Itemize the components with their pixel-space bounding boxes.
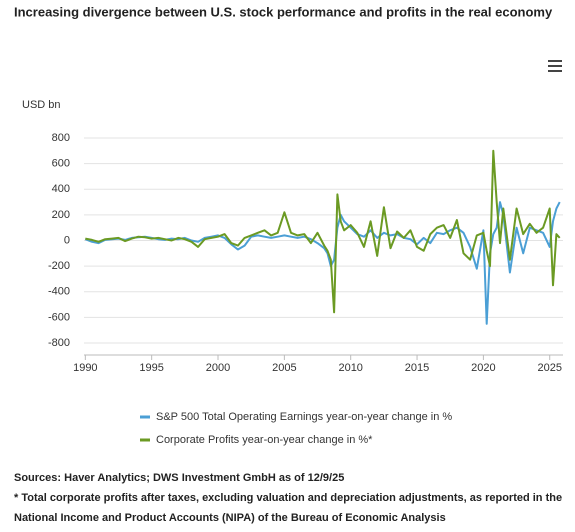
y-tick-label: 200 [52, 209, 70, 221]
x-tick-label: 2020 [471, 362, 495, 374]
x-tick-label: 2010 [338, 362, 362, 374]
chart-title: Increasing divergence between U.S. stock… [14, 4, 553, 19]
menu-bar[interactable] [548, 60, 562, 62]
footnote: * Total corporate profits after taxes, e… [14, 492, 563, 524]
menu-bar[interactable] [548, 65, 562, 67]
y-tick-label: -600 [48, 311, 70, 323]
menu-icon[interactable] [548, 60, 562, 72]
y-tick-label: -800 [48, 337, 70, 349]
x-tick-label: 2025 [537, 362, 561, 374]
menu-bar[interactable] [548, 70, 562, 72]
y-tick-label: 600 [52, 158, 70, 170]
y-tick-label: -200 [48, 260, 70, 272]
sources: Sources: Haver Analytics; DWS Investment… [14, 472, 345, 484]
y-tick-label: 400 [52, 183, 70, 195]
y-tick-label: 0 [64, 234, 70, 246]
y-tick-label: 800 [52, 132, 70, 144]
x-tick-label: 1995 [139, 362, 163, 374]
x-tick-label: 2005 [272, 362, 296, 374]
y-axis-label: USD bn [22, 99, 61, 111]
y-tick-label: -400 [48, 286, 70, 298]
series-line [85, 149, 561, 314]
legend-label: Corporate Profits year-on-year change in… [156, 434, 373, 446]
x-tick-label: 1990 [73, 362, 97, 374]
chart: Increasing divergence between U.S. stock… [14, 4, 563, 446]
x-tick-label: 2000 [206, 362, 230, 374]
x-tick-label: 2015 [405, 362, 429, 374]
legend-label: S&P 500 Total Operating Earnings year-on… [156, 411, 452, 423]
